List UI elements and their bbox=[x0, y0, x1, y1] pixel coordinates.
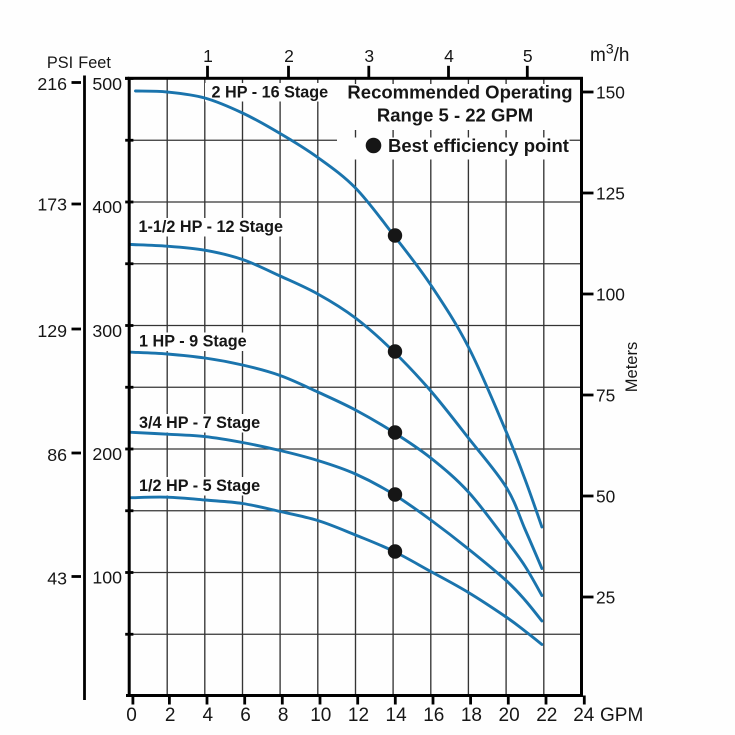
svg-text:1: 1 bbox=[203, 46, 213, 66]
svg-text:216: 216 bbox=[37, 74, 67, 94]
svg-text:16: 16 bbox=[423, 705, 444, 726]
svg-text:1-1/2 HP - 12 Stage: 1-1/2 HP - 12 Stage bbox=[139, 218, 284, 236]
svg-text:24: 24 bbox=[573, 705, 595, 726]
svg-text:4: 4 bbox=[444, 46, 454, 66]
svg-text:150: 150 bbox=[596, 83, 625, 103]
svg-text:Feet: Feet bbox=[78, 54, 111, 72]
svg-text:3/4 HP - 7 Stage: 3/4 HP - 7 Stage bbox=[139, 414, 260, 432]
svg-text:100: 100 bbox=[596, 285, 625, 305]
svg-text:14: 14 bbox=[386, 705, 408, 726]
svg-text:0: 0 bbox=[126, 705, 137, 726]
svg-text:86: 86 bbox=[47, 445, 67, 465]
svg-text:Meters: Meters bbox=[623, 342, 641, 392]
svg-text:25: 25 bbox=[596, 588, 615, 608]
svg-text:18: 18 bbox=[461, 705, 482, 726]
svg-text:4: 4 bbox=[203, 705, 214, 726]
svg-text:125: 125 bbox=[596, 184, 625, 204]
svg-text:129: 129 bbox=[37, 321, 67, 341]
svg-text:3: 3 bbox=[364, 46, 374, 66]
svg-text:Best efficiency point: Best efficiency point bbox=[388, 135, 569, 156]
svg-text:8: 8 bbox=[278, 705, 289, 726]
svg-text:20: 20 bbox=[499, 705, 520, 726]
svg-text:500: 500 bbox=[92, 74, 122, 94]
svg-text:43: 43 bbox=[47, 568, 67, 588]
svg-text:6: 6 bbox=[240, 705, 251, 726]
svg-text:100: 100 bbox=[92, 567, 122, 587]
svg-text:75: 75 bbox=[596, 386, 615, 406]
svg-text:PSI: PSI bbox=[47, 54, 73, 72]
svg-text:22: 22 bbox=[536, 705, 557, 726]
svg-text:1/2 HP - 5 Stage: 1/2 HP - 5 Stage bbox=[139, 477, 260, 495]
svg-text:2: 2 bbox=[165, 705, 176, 726]
svg-text:1 HP - 9 Stage: 1 HP - 9 Stage bbox=[139, 333, 247, 351]
svg-text:5: 5 bbox=[523, 46, 533, 66]
svg-text:400: 400 bbox=[92, 197, 122, 217]
svg-text:300: 300 bbox=[92, 321, 122, 341]
svg-text:GPM: GPM bbox=[600, 705, 643, 726]
svg-text:2 HP - 16 Stage: 2 HP - 16 Stage bbox=[212, 84, 329, 102]
svg-text:2: 2 bbox=[284, 46, 294, 66]
svg-text:50: 50 bbox=[596, 487, 615, 507]
svg-text:200: 200 bbox=[92, 444, 122, 464]
svg-text:Recommended Operating: Recommended Operating bbox=[347, 82, 572, 103]
svg-text:173: 173 bbox=[37, 195, 67, 215]
svg-text:12: 12 bbox=[348, 705, 369, 726]
svg-text:10: 10 bbox=[310, 705, 331, 726]
svg-text:Range 5 - 22 GPM: Range 5 - 22 GPM bbox=[377, 105, 533, 126]
